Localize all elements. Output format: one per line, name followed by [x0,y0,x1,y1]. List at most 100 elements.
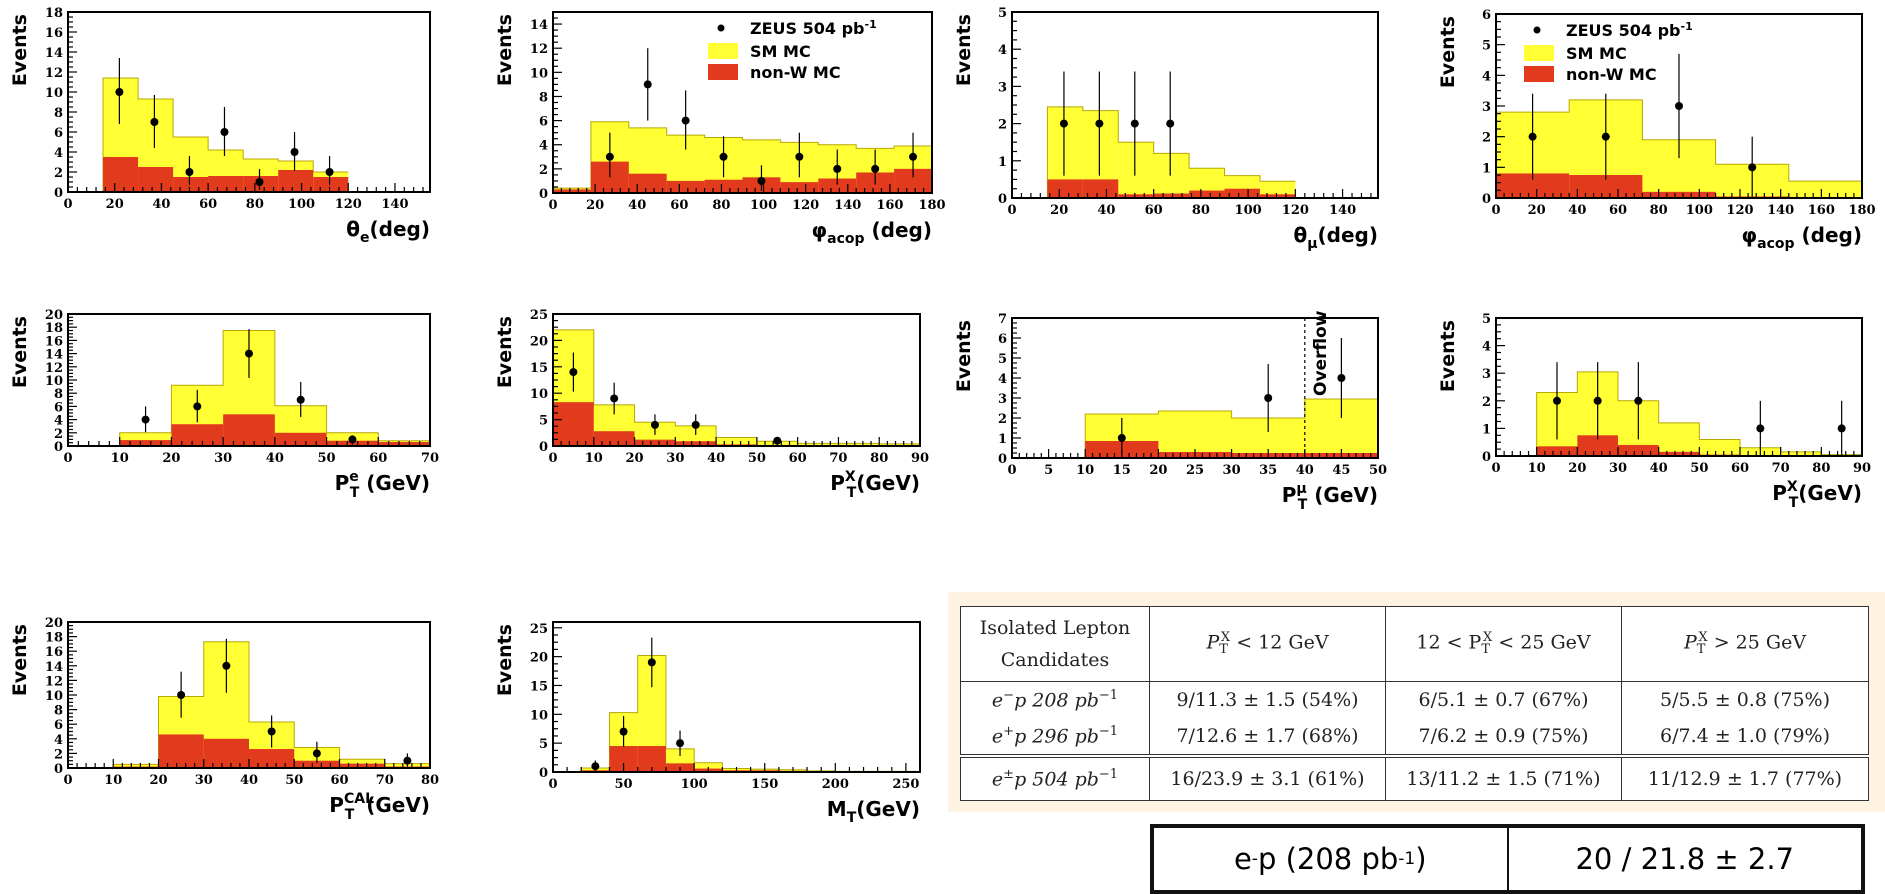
x-axis-label-sup: e [349,469,359,485]
non-w-mc-bar [313,177,348,192]
row-label-lumi: p 504 pb [1014,769,1099,791]
summary-label-exp: -1 [1398,849,1415,869]
x-tick-label: 30 [214,451,232,466]
y-tick-label: 1 [998,432,1007,447]
table-cell: 6/5.1 ± 0.7 (67%) [1386,682,1622,719]
x-tick-label: 0 [548,198,557,213]
x-axis-label-main: θ [346,217,360,241]
y-tick-label: 0 [998,192,1007,207]
data-point [620,728,628,736]
data-point [1553,397,1561,405]
non-w-mc-bar [103,157,138,192]
x-tick-label: 10 [1528,461,1546,476]
legend-data-marker [718,25,725,32]
y-tick-label: 14 [45,46,63,61]
y-tick-label: 0 [539,766,548,781]
y-tick-label: 20 [530,334,548,349]
row-label-e: e [992,726,1003,748]
y-axis-label: Events [494,316,516,388]
x-axis-label-sup: μ [1296,481,1306,497]
sm-mc-bar [1699,439,1740,456]
table-cell: 16/23.9 ± 3.1 (61%) [1150,756,1386,801]
x-axis-label-sup: X [1787,479,1798,495]
y-tick-label: 10 [45,374,63,389]
x-tick-label: 180 [918,198,945,213]
x-tick-label: 100 [288,197,315,212]
y-tick-label: 4 [539,139,548,154]
header-mid-px-a: 12 < P [1416,631,1481,653]
x-axis-label: θe(deg) [346,217,430,246]
x-tick-label: 100 [681,777,708,792]
y-tick-label: 3 [998,80,1007,95]
header-mid-px: 12 < PTX < 25 GeV [1386,607,1622,682]
y-tick-label: 2 [1482,131,1491,146]
y-tick-label: 5 [539,737,548,752]
y-tick-label: 0 [998,452,1007,467]
x-tick-label: 30 [666,451,684,466]
data-point [403,757,411,765]
non-w-mc-bar [667,181,705,193]
x-tick-label: 80 [421,773,439,788]
data-point [220,128,228,136]
y-tick-label: 16 [45,26,63,41]
x-axis-label-unit: (GeV) [856,471,920,495]
x-tick-label: 20 [586,198,604,213]
header-high-px-symbol: P [1684,631,1697,653]
table-cell: 6/7.4 ± 1.0 (79%) [1622,718,1869,756]
row-label: e±p 504 pb−1 [961,756,1150,801]
y-tick-label: 12 [45,674,63,689]
x-tick-label: 80 [1192,203,1210,218]
y-axis-label: Events [494,14,516,86]
x-tick-label: 40 [1650,461,1668,476]
x-tick-label: 80 [712,198,730,213]
y-tick-label: 8 [54,387,63,402]
header-candidates-line1: Isolated Lepton [980,617,1131,639]
x-tick-label: 50 [1369,463,1387,478]
table-cell: 11/12.9 ± 1.7 (77%) [1622,756,1869,801]
data-point [1131,120,1139,128]
y-tick-label: 3 [1482,367,1491,382]
x-tick-label: 0 [1491,203,1500,218]
y-tick-label: 12 [45,66,63,81]
x-tick-label: 50 [318,451,336,466]
y-tick-label: 15 [530,361,548,376]
y-tick-label: 20 [45,308,63,323]
y-tick-label: 5 [998,6,1007,21]
table-cell: 5/5.5 ± 0.8 (75%) [1622,682,1869,719]
x-tick-label: 120 [1282,203,1309,218]
x-tick-label: 70 [376,773,394,788]
y-tick-label: 0 [539,440,548,455]
data-point [610,394,618,402]
y-tick-label: 25 [530,308,548,323]
legend-nonw-label: non-W MC [750,63,841,82]
non-w-mc-bar [1618,445,1659,456]
row-label-charge: ± [1003,767,1014,782]
x-tick-label: 40 [152,197,170,212]
data-point [1675,102,1683,110]
table-row: e−p 208 pb−1 9/11.3 ± 1.5 (54%) 6/5.1 ± … [961,682,1869,719]
y-tick-label: 8 [54,106,63,121]
x-axis-label-unit: (GeV) [1307,483,1378,507]
x-axis-label-sub: T [847,810,857,826]
y-tick-label: 10 [45,689,63,704]
y-tick-label: 2 [54,427,63,442]
header-mid-px-range: < 25 GeV [1492,631,1590,653]
x-tick-label: 10 [585,451,603,466]
y-tick-label: 14 [45,660,63,675]
x-tick-label: 160 [1808,203,1835,218]
x-axis-label-main: P [1282,483,1297,507]
legend-sm-swatch [1524,45,1554,61]
x-tick-label: 15 [1113,463,1131,478]
table-row: e+p 296 pb−1 7/12.6 ± 1.7 (68%) 7/6.2 ± … [961,718,1869,756]
legend-data-label: ZEUS 504 pb-1 [750,18,877,38]
legend-sm-label: SM MC [1566,44,1627,63]
x-tick-label: 70 [829,451,847,466]
header-mid-px-sup: X [1483,630,1492,645]
y-tick-label: 20 [530,651,548,666]
data-point [1264,394,1272,402]
